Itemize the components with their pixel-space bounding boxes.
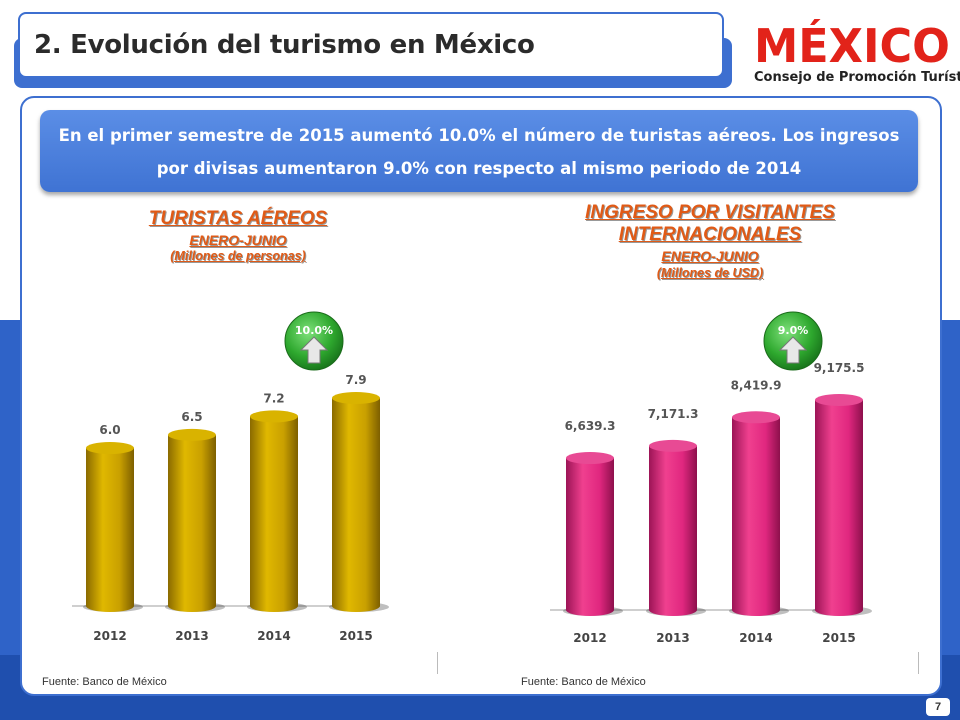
right-source: Fuente: Banco de México (521, 676, 646, 688)
category-label: 2014 (739, 631, 772, 645)
left-chart-subtitle: ENERO-JUNIO (189, 232, 287, 248)
bar (649, 445, 697, 616)
bar-cap (86, 442, 134, 455)
bar-cap (168, 428, 216, 441)
title-box (18, 12, 724, 78)
bar-cap (250, 410, 298, 423)
data-label: 6.5 (181, 410, 202, 424)
page-number: 7 (926, 698, 950, 716)
left-bar-chart: 6.0 2012 6.5 2013 7.2 2014 7.9 2015 10.0% (72, 311, 389, 643)
logo-word: MÉXICO (754, 19, 950, 73)
mexico-logo: MÉXICO (754, 19, 950, 73)
left-chart-title: TURISTAS AÉREOS (148, 208, 328, 229)
logo-subtitle: Consejo de Promoción Turística (754, 70, 960, 85)
data-label: 8,419.9 (731, 378, 782, 392)
right-chart-units: (Millones de USD) (656, 266, 764, 280)
bar (86, 448, 134, 612)
right-bar-chart: 6,639.3 2012 7,171.3 2013 8,419.9 2014 9,175.5… (550, 311, 872, 645)
divider-line (918, 652, 919, 674)
data-label: 7.9 (345, 373, 366, 387)
category-label: 2012 (93, 629, 126, 643)
left-source: Fuente: Banco de México (42, 676, 167, 688)
right-chart-heading: INGRESO POR VISITANTES INTERNACIONALES E… (560, 202, 860, 280)
bar-cap (332, 392, 380, 404)
growth-badge: 9.0% (763, 311, 823, 371)
bar (332, 398, 380, 612)
banner-line-2: por divisas aumentaron 9.0% con respecto… (156, 159, 802, 178)
bar-cap (566, 452, 614, 465)
category-label: 2015 (339, 629, 372, 643)
right-chart-title-2: INTERNACIONALES (618, 224, 802, 245)
left-chart-heading: TURISTAS AÉREOS ENERO-JUNIO (Millones de… (100, 208, 376, 263)
right-chart-title-1: INGRESO POR VISITANTES (585, 202, 835, 223)
category-label: 2012 (573, 631, 606, 645)
page-title: 2. Evolución del turismo en México (34, 30, 535, 60)
category-label: 2015 (822, 631, 855, 645)
growth-badge-label: 9.0% (778, 324, 809, 337)
growth-badge: 10.0% (284, 311, 344, 371)
data-label: 6.0 (99, 423, 120, 437)
bar (250, 416, 298, 612)
bar-cap (649, 439, 697, 452)
growth-badge-label: 10.0% (295, 324, 333, 337)
up-arrow-icon (778, 336, 808, 364)
category-label: 2013 (656, 631, 689, 645)
divider-line (437, 652, 438, 674)
bar (732, 417, 780, 616)
data-label: 7,171.3 (648, 407, 699, 421)
bar (566, 458, 614, 616)
data-label: 9,175.5 (814, 361, 865, 375)
summary-banner: En el primer semestre de 2015 aumentó 10… (40, 110, 918, 192)
data-label: 7.2 (263, 391, 284, 405)
banner-line-1: En el primer semestre de 2015 aumentó 10… (58, 126, 900, 145)
bar (815, 400, 863, 616)
category-label: 2013 (175, 629, 208, 643)
up-arrow-icon (299, 336, 329, 364)
bar (168, 434, 216, 612)
category-label: 2014 (257, 629, 290, 643)
right-chart-subtitle: ENERO-JUNIO (661, 248, 759, 264)
left-chart-units: (Millones de personas) (170, 249, 306, 263)
bar-cap (815, 394, 863, 406)
bar-cap (732, 411, 780, 424)
data-label: 6,639.3 (565, 419, 616, 433)
